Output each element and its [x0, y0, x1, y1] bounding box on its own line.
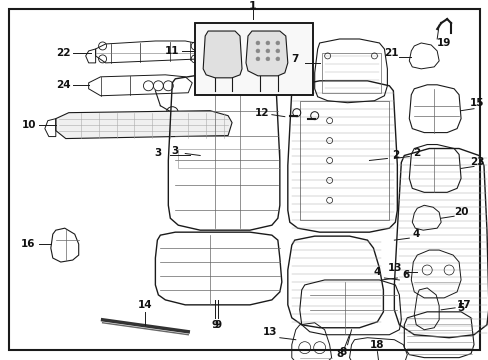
Circle shape — [265, 57, 269, 61]
Circle shape — [275, 41, 279, 45]
Text: 23: 23 — [469, 157, 483, 167]
Text: 2: 2 — [412, 148, 419, 158]
Text: 24: 24 — [56, 80, 71, 90]
Circle shape — [265, 49, 269, 53]
Text: 8: 8 — [338, 347, 346, 357]
Text: 4: 4 — [373, 267, 380, 277]
Text: 3: 3 — [154, 148, 162, 158]
Circle shape — [255, 49, 260, 53]
Text: 21: 21 — [384, 48, 398, 58]
Bar — [195, 23, 312, 95]
Text: 14: 14 — [138, 300, 152, 310]
Text: 10: 10 — [21, 120, 36, 130]
Text: 13: 13 — [387, 263, 402, 273]
Text: 15: 15 — [469, 98, 483, 108]
Text: 9: 9 — [211, 320, 218, 330]
Text: 13: 13 — [262, 327, 277, 337]
Text: 8: 8 — [335, 348, 343, 359]
Text: 2: 2 — [391, 150, 398, 161]
Circle shape — [255, 41, 260, 45]
Text: 7: 7 — [290, 54, 298, 64]
Text: 1: 1 — [248, 1, 256, 11]
Text: 20: 20 — [453, 207, 468, 217]
Text: 18: 18 — [369, 340, 384, 350]
Text: 19: 19 — [436, 38, 450, 48]
Text: 5: 5 — [456, 303, 464, 313]
Circle shape — [275, 57, 279, 61]
Text: 12: 12 — [254, 108, 268, 118]
Polygon shape — [245, 31, 287, 76]
Text: 22: 22 — [57, 48, 71, 58]
Text: 3: 3 — [171, 145, 179, 156]
Text: 9: 9 — [214, 320, 221, 330]
Circle shape — [255, 57, 260, 61]
Text: 4: 4 — [412, 229, 419, 239]
Polygon shape — [203, 31, 242, 78]
Circle shape — [275, 49, 279, 53]
Bar — [195, 23, 312, 95]
Text: 11: 11 — [165, 46, 179, 56]
Polygon shape — [56, 111, 232, 139]
Circle shape — [265, 41, 269, 45]
Text: 17: 17 — [456, 300, 470, 310]
Text: 6: 6 — [402, 270, 409, 280]
Text: 16: 16 — [20, 239, 35, 249]
